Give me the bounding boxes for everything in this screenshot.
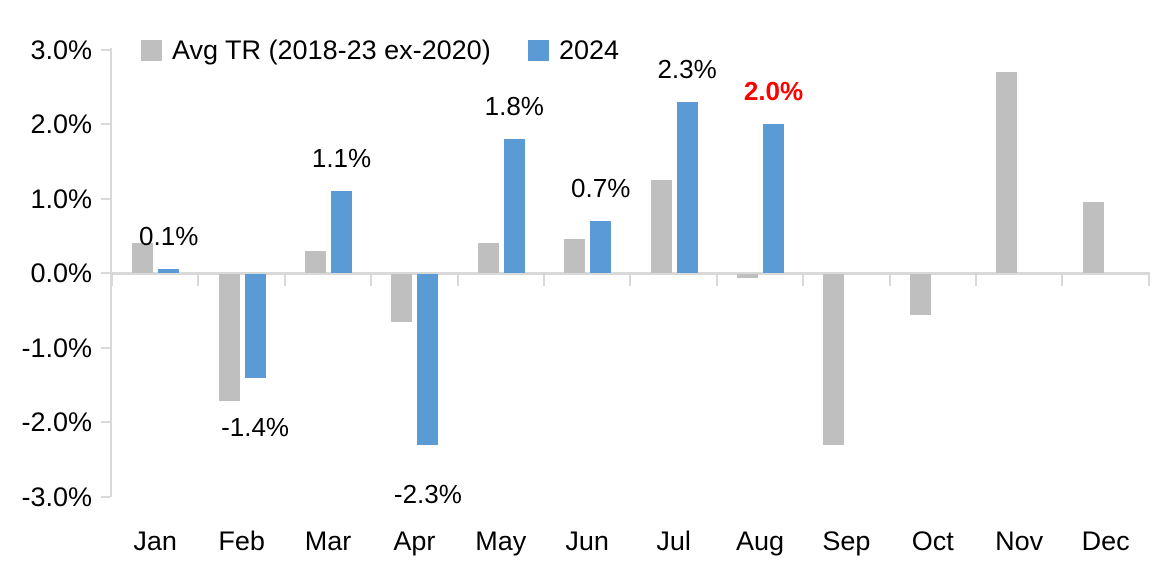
bar-2024-aug xyxy=(763,124,784,273)
bar-avg-tr-sep xyxy=(823,274,845,446)
x-axis-month-label: Sep xyxy=(822,526,871,556)
bar-2024-may xyxy=(503,138,525,273)
x-axis-tick-mark xyxy=(802,273,805,286)
y-axis-tick-mark xyxy=(101,48,110,51)
y-axis-tick-mark xyxy=(101,421,110,423)
data-label-feb: -1.4% xyxy=(221,412,290,443)
x-axis-month-label: Mar xyxy=(304,526,352,556)
series-2024-label: 2024 xyxy=(559,34,620,65)
x-axis-month-label: Dec xyxy=(1081,526,1130,556)
bar-avg-tr-jan xyxy=(132,243,154,273)
x-axis-tick-mark xyxy=(197,273,200,286)
x-axis-month-label: Oct xyxy=(911,526,954,556)
data-label-apr: -2.3% xyxy=(393,479,462,510)
data-label-may: 1.8% xyxy=(484,90,544,121)
x-axis-month-label: Jun xyxy=(565,526,609,556)
y-axis-tick-label: -2.0% xyxy=(21,407,92,437)
y-axis-tick-label: 2.0% xyxy=(30,109,92,139)
x-axis-tick-mark xyxy=(283,273,286,286)
bar-avg-tr-mar xyxy=(305,250,326,273)
x-axis-tick-mark xyxy=(888,273,891,286)
avg-tr-series-label: Avg TR (2018-23 ex-2020) xyxy=(172,34,491,65)
bar-avg-tr-nov xyxy=(996,71,1018,273)
x-axis-month-label: Nov xyxy=(995,526,1044,556)
x-axis-tick-mark xyxy=(456,273,459,286)
y-axis-tick-label: -1.0% xyxy=(21,332,92,363)
x-axis-month-label: Feb xyxy=(218,526,265,556)
bar-avg-tr-jun xyxy=(564,239,586,273)
bar-2024-jun xyxy=(590,220,612,273)
y-axis-tick-label: 3.0% xyxy=(30,34,92,65)
y-axis-tick-label: 0.0% xyxy=(30,258,92,288)
x-axis-tick-mark xyxy=(1061,273,1064,286)
data-label-jan: 0.1% xyxy=(139,221,199,252)
x-axis-month-label: Jul xyxy=(656,526,691,556)
legend: Avg TR (2018-23 ex-2020) 2024 xyxy=(0,30,1152,70)
y-axis-tick-mark xyxy=(101,272,110,274)
data-label-mar: 1.1% xyxy=(311,143,372,174)
data-label-jun: 0.7% xyxy=(571,172,631,203)
series-2024-swatch-icon xyxy=(528,39,549,61)
bar-avg-tr-aug xyxy=(737,274,758,278)
bar-2024-mar xyxy=(331,191,352,273)
x-axis-tick-mark xyxy=(543,273,545,286)
x-axis-tick-mark xyxy=(629,273,632,286)
bar-avg-tr-jul xyxy=(650,179,672,273)
avg-tr-series-swatch-icon xyxy=(141,39,162,61)
legend-item-2024: 2024 xyxy=(528,30,619,70)
x-axis-month-label: May xyxy=(475,526,527,556)
y-axis-tick-label: -3.0% xyxy=(21,481,92,512)
bar-avg-tr-dec xyxy=(1082,202,1104,273)
bar-avg-tr-may xyxy=(477,243,499,273)
y-axis-tick-mark xyxy=(101,123,110,125)
bar-2024-apr xyxy=(417,274,439,446)
data-label-jul: 2.3% xyxy=(657,53,717,84)
y-axis-tick-label: 1.0% xyxy=(30,183,92,214)
bar-avg-tr-oct xyxy=(909,274,931,315)
x-axis-month-label: Apr xyxy=(393,526,436,556)
y-axis-tick-mark xyxy=(101,495,110,498)
x-axis-tick-mark xyxy=(370,273,373,286)
x-axis-month-label: Aug xyxy=(735,526,785,556)
x-axis-tick-mark xyxy=(715,273,718,286)
bar-avg-tr-feb xyxy=(218,274,240,401)
y-axis-tick-mark xyxy=(101,197,110,200)
x-axis-month-label: Jan xyxy=(133,526,177,556)
legend-item-avg-tr: Avg TR (2018-23 ex-2020) xyxy=(141,30,491,70)
y-axis-tick-mark xyxy=(101,346,110,349)
x-axis-tick-mark xyxy=(975,273,977,286)
x-axis-tick-mark xyxy=(111,273,113,286)
x-axis-tick-mark xyxy=(1147,273,1150,286)
bar-2024-feb xyxy=(244,274,266,379)
bar-2024-jan xyxy=(158,269,180,273)
bar-2024-jul xyxy=(676,101,698,273)
bar-avg-tr-apr xyxy=(391,274,413,323)
data-label-aug: 2.0% xyxy=(743,76,804,106)
